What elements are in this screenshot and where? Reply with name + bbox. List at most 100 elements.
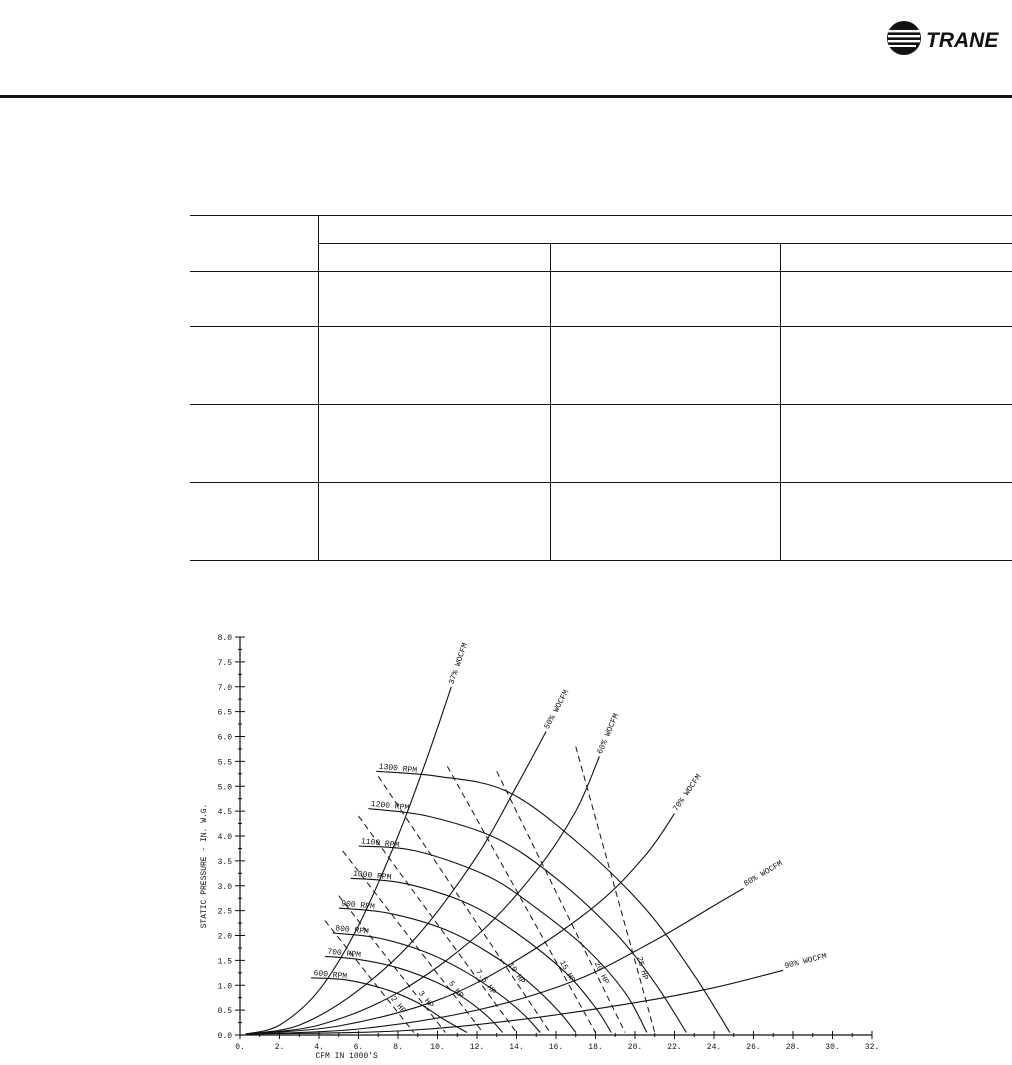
table-cell <box>190 326 319 405</box>
rpm-curves: 600 RPM 700 RPM 800 RPM 900 RPM 1000 RPM 1100… <box>311 763 731 1033</box>
x-tick-label: 24. <box>707 1043 721 1052</box>
hp-label-25-hp: 25 HP <box>634 956 649 982</box>
y-tick-label: 7.0 <box>218 684 233 693</box>
wocfm-label-37pct-wocfm: 37% WOCFM <box>448 642 471 686</box>
table-subheader-row <box>190 243 1012 272</box>
y-tick-label: 2.0 <box>218 933 233 942</box>
y-tick-label: 3.0 <box>218 883 233 892</box>
table-cell <box>550 326 781 405</box>
rpm-label-800-rpm: 800 RPM <box>335 924 370 936</box>
table-cell <box>550 404 781 483</box>
wocfm-curve-37pct-wocfm <box>245 686 452 1035</box>
table-cell <box>190 271 319 327</box>
wocfm-label-80pct-wocfm: 80% WOCFM <box>743 859 785 889</box>
table-cell <box>190 482 319 561</box>
wocfm-curve-80pct-wocfm <box>245 887 744 1035</box>
rpm-label-1100-rpm: 1100 RPM <box>360 837 399 850</box>
rpm-curve-1100-rpm <box>358 845 648 1033</box>
y-tick-label: 5.0 <box>218 783 233 792</box>
x-tick-label: 20. <box>628 1043 642 1052</box>
table-cell <box>318 215 1012 244</box>
table-cell <box>550 243 781 272</box>
table-cell <box>190 404 319 483</box>
y-tick-label: 5.5 <box>218 758 233 767</box>
rpm-curve-700-rpm <box>324 955 504 1033</box>
x-tick-label: 32. <box>865 1043 879 1052</box>
wocfm-curve-90pct-wocfm <box>245 969 784 1035</box>
table-cell <box>190 215 319 272</box>
y-tick-label: 1.0 <box>218 982 233 991</box>
y-tick-label: 8.0 <box>218 634 233 643</box>
trane-logo: TRANE <box>884 18 1008 58</box>
table-row <box>190 482 1012 561</box>
x-tick-label: 30. <box>825 1043 839 1052</box>
hp-line-7-5-hp <box>358 815 517 1033</box>
y-tick-label: 6.0 <box>218 734 233 743</box>
y-tick-label: 1.5 <box>218 957 233 966</box>
x-tick-label: 16. <box>549 1043 563 1052</box>
rpm-label-600-rpm: 600 RPM <box>313 969 348 981</box>
wocfm-curve-50pct-wocfm <box>245 731 547 1035</box>
horsepower-lines: 2 HP 3 HP 5 HP 7.5 HP 10 HP 15 HP 20 HP 25 HP <box>324 746 656 1033</box>
rpm-label-1200-rpm: 1200 RPM <box>370 800 409 813</box>
table-cell <box>780 482 1012 561</box>
table-row <box>190 326 1012 405</box>
table-header-row <box>190 215 1012 272</box>
y-tick-label: 4.0 <box>218 833 233 842</box>
rpm-curve-1000-rpm <box>350 877 612 1033</box>
y-tick-label: 7.5 <box>218 659 233 668</box>
x-axis-label: CFM IN 1000'S <box>315 1052 378 1061</box>
hp-line-2-hp <box>324 920 415 1033</box>
wocfm-label-50pct-wocfm: 50% WOCFM <box>543 688 572 730</box>
rpm-curve-800-rpm <box>332 932 541 1033</box>
rpm-label-1300-rpm: 1300 RPM <box>378 763 417 776</box>
chart-axes: 0. 2. 4. 6. 8. 10. 12. 14. 16. 18. 20. 22. 24. 26. 28.… <box>218 634 880 1052</box>
table-cell <box>318 326 551 405</box>
table-row <box>190 404 1012 483</box>
hp-line-25-hp <box>575 746 656 1033</box>
x-tick-label: 14. <box>509 1043 523 1052</box>
x-tick-label: 10. <box>430 1043 444 1052</box>
table-cell <box>780 326 1012 405</box>
table-row <box>190 271 1012 327</box>
rpm-curve-1200-rpm <box>368 808 687 1033</box>
x-tick-label: 0. <box>235 1043 245 1052</box>
y-tick-label: 0.5 <box>218 1007 233 1016</box>
table-cell <box>318 243 551 272</box>
wocfm-label-90pct-wocfm: 90% WOCFM <box>784 952 828 971</box>
y-tick-label: 3.5 <box>218 858 233 867</box>
rpm-label-700-rpm: 700 RPM <box>327 948 362 960</box>
trane-swoosh-globe-icon: TRANE <box>887 21 999 55</box>
table-cell <box>318 482 551 561</box>
hp-line-10-hp <box>377 776 551 1033</box>
x-tick-label: 26. <box>746 1043 760 1052</box>
wocfm-label-70pct-wocfm: 70% WOCFM <box>672 773 704 814</box>
x-tick-label: 4. <box>314 1043 324 1052</box>
x-tick-label: 22. <box>667 1043 681 1052</box>
x-tick-label: 12. <box>470 1043 484 1052</box>
y-tick-label: 4.5 <box>218 808 233 817</box>
x-tick-label: 28. <box>786 1043 800 1052</box>
y-tick-label: 2.5 <box>218 908 233 917</box>
brand-name: TRANE <box>926 29 999 52</box>
rpm-label-900-rpm: 900 RPM <box>341 899 376 911</box>
wocfm-curve-60pct-wocfm <box>245 756 600 1035</box>
table-cell <box>780 404 1012 483</box>
table-cell <box>550 482 781 561</box>
fan-data-table <box>190 215 1012 561</box>
table-cell <box>780 271 1012 327</box>
hp-line-15-hp <box>446 766 596 1033</box>
x-tick-label: 18. <box>588 1043 602 1052</box>
x-tick-label: 6. <box>354 1043 364 1052</box>
table-cell <box>318 404 551 483</box>
header-rule <box>0 95 1012 98</box>
rpm-label-1000-rpm: 1000 RPM <box>353 870 392 883</box>
y-axis-label: STATIC PRESSURE - IN. W.G. <box>200 804 209 929</box>
wocfm-curve-70pct-wocfm <box>245 813 675 1035</box>
rpm-curve-900-rpm <box>338 907 577 1033</box>
hp-line-3-hp <box>338 895 446 1033</box>
wocfm-label-60pct-wocfm: 60% WOCFM <box>596 712 621 755</box>
table-cell <box>780 243 1012 272</box>
y-tick-label: 0.0 <box>218 1032 233 1041</box>
rpm-curve-1300-rpm <box>376 770 731 1033</box>
